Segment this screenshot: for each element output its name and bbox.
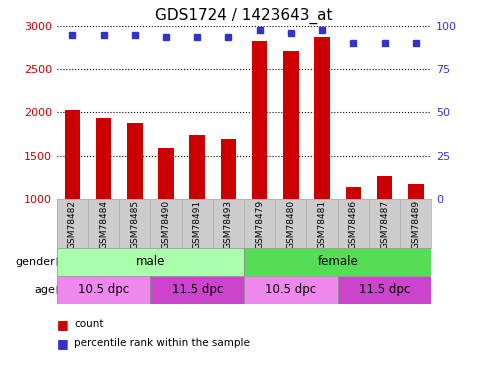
Text: 10.5 dpc: 10.5 dpc — [265, 283, 317, 296]
Bar — [338, 276, 431, 304]
Bar — [158, 148, 174, 199]
Text: GSM78486: GSM78486 — [349, 200, 358, 249]
Text: 11.5 dpc: 11.5 dpc — [359, 283, 410, 296]
Bar — [189, 135, 205, 199]
Title: GDS1724 / 1423643_at: GDS1724 / 1423643_at — [155, 7, 333, 24]
Text: GSM78480: GSM78480 — [286, 200, 295, 249]
Bar — [244, 276, 338, 304]
Bar — [346, 187, 361, 199]
Polygon shape — [57, 285, 68, 294]
Bar — [57, 276, 150, 304]
Text: male: male — [136, 255, 165, 268]
Bar — [377, 176, 392, 199]
Text: GSM78482: GSM78482 — [68, 200, 77, 249]
Text: GSM78489: GSM78489 — [411, 200, 420, 249]
Bar — [127, 123, 142, 199]
Text: 10.5 dpc: 10.5 dpc — [78, 283, 129, 296]
Bar — [65, 110, 80, 199]
Bar — [244, 248, 431, 276]
Text: GSM78484: GSM78484 — [99, 200, 108, 249]
Bar — [57, 248, 244, 276]
Text: GSM78481: GSM78481 — [317, 200, 326, 249]
Text: count: count — [74, 320, 104, 329]
Bar — [252, 41, 267, 199]
Bar — [408, 184, 423, 199]
Polygon shape — [57, 257, 68, 266]
Bar — [221, 139, 236, 199]
Text: GSM78487: GSM78487 — [380, 200, 389, 249]
Text: age: age — [34, 285, 55, 295]
Text: ■: ■ — [57, 337, 69, 350]
Bar — [283, 51, 299, 199]
Text: gender: gender — [15, 256, 55, 267]
Text: ■: ■ — [57, 318, 69, 331]
Text: GSM78485: GSM78485 — [130, 200, 139, 249]
Text: percentile rank within the sample: percentile rank within the sample — [74, 338, 250, 348]
Bar — [150, 276, 244, 304]
Text: GSM78479: GSM78479 — [255, 200, 264, 249]
Text: GSM78491: GSM78491 — [193, 200, 202, 249]
Text: female: female — [317, 255, 358, 268]
Bar — [315, 38, 330, 199]
Text: GSM78490: GSM78490 — [162, 200, 171, 249]
Bar — [96, 118, 111, 199]
Text: 11.5 dpc: 11.5 dpc — [172, 283, 223, 296]
Text: GSM78493: GSM78493 — [224, 200, 233, 249]
